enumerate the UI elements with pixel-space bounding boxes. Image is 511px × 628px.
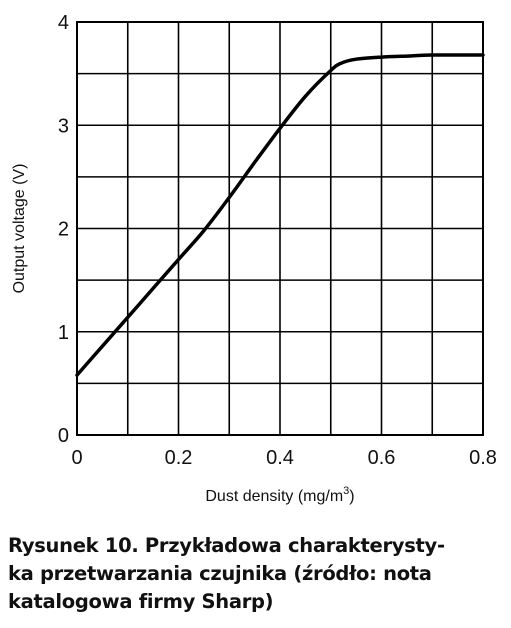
plot-frame (76, 21, 484, 436)
chart: 0 0.2 0.4 0.6 0.8 0 1 2 3 4 Dust density (mg/m3)… (11, 12, 497, 505)
y-tick-label: 1 (58, 322, 69, 344)
y-axis-label: Output voltage (V) (11, 164, 28, 294)
grid (77, 22, 483, 435)
x-axis-label: Dust density (mg/m3) (205, 485, 354, 505)
x-tick-label: 0.8 (469, 447, 497, 469)
figure-caption: Rysunek 10. Przykładowa charakterysty- k… (8, 532, 503, 616)
series-line (75, 53, 485, 377)
x-tick-label: 0.2 (165, 447, 193, 469)
y-tick-label: 4 (58, 12, 69, 34)
x-tick-labels: 0 0.2 0.4 0.6 0.8 (71, 447, 496, 469)
y-tick-label: 2 (58, 219, 69, 241)
x-tick-label: 0 (71, 447, 82, 469)
caption-line-3: katalogowa firmy Sharp) (8, 590, 274, 613)
x-tick-label: 0.6 (368, 447, 396, 469)
y-tick-labels: 0 1 2 3 4 (58, 12, 69, 447)
y-tick-label: 3 (58, 115, 69, 137)
caption-line-1: Rysunek 10. Przykładowa charakterysty- (8, 534, 445, 557)
caption-line-2: ka przetwarzania czujnika (źródło: nota (8, 562, 432, 585)
x-tick-label: 0.4 (266, 447, 294, 469)
y-tick-label: 0 (58, 425, 69, 447)
